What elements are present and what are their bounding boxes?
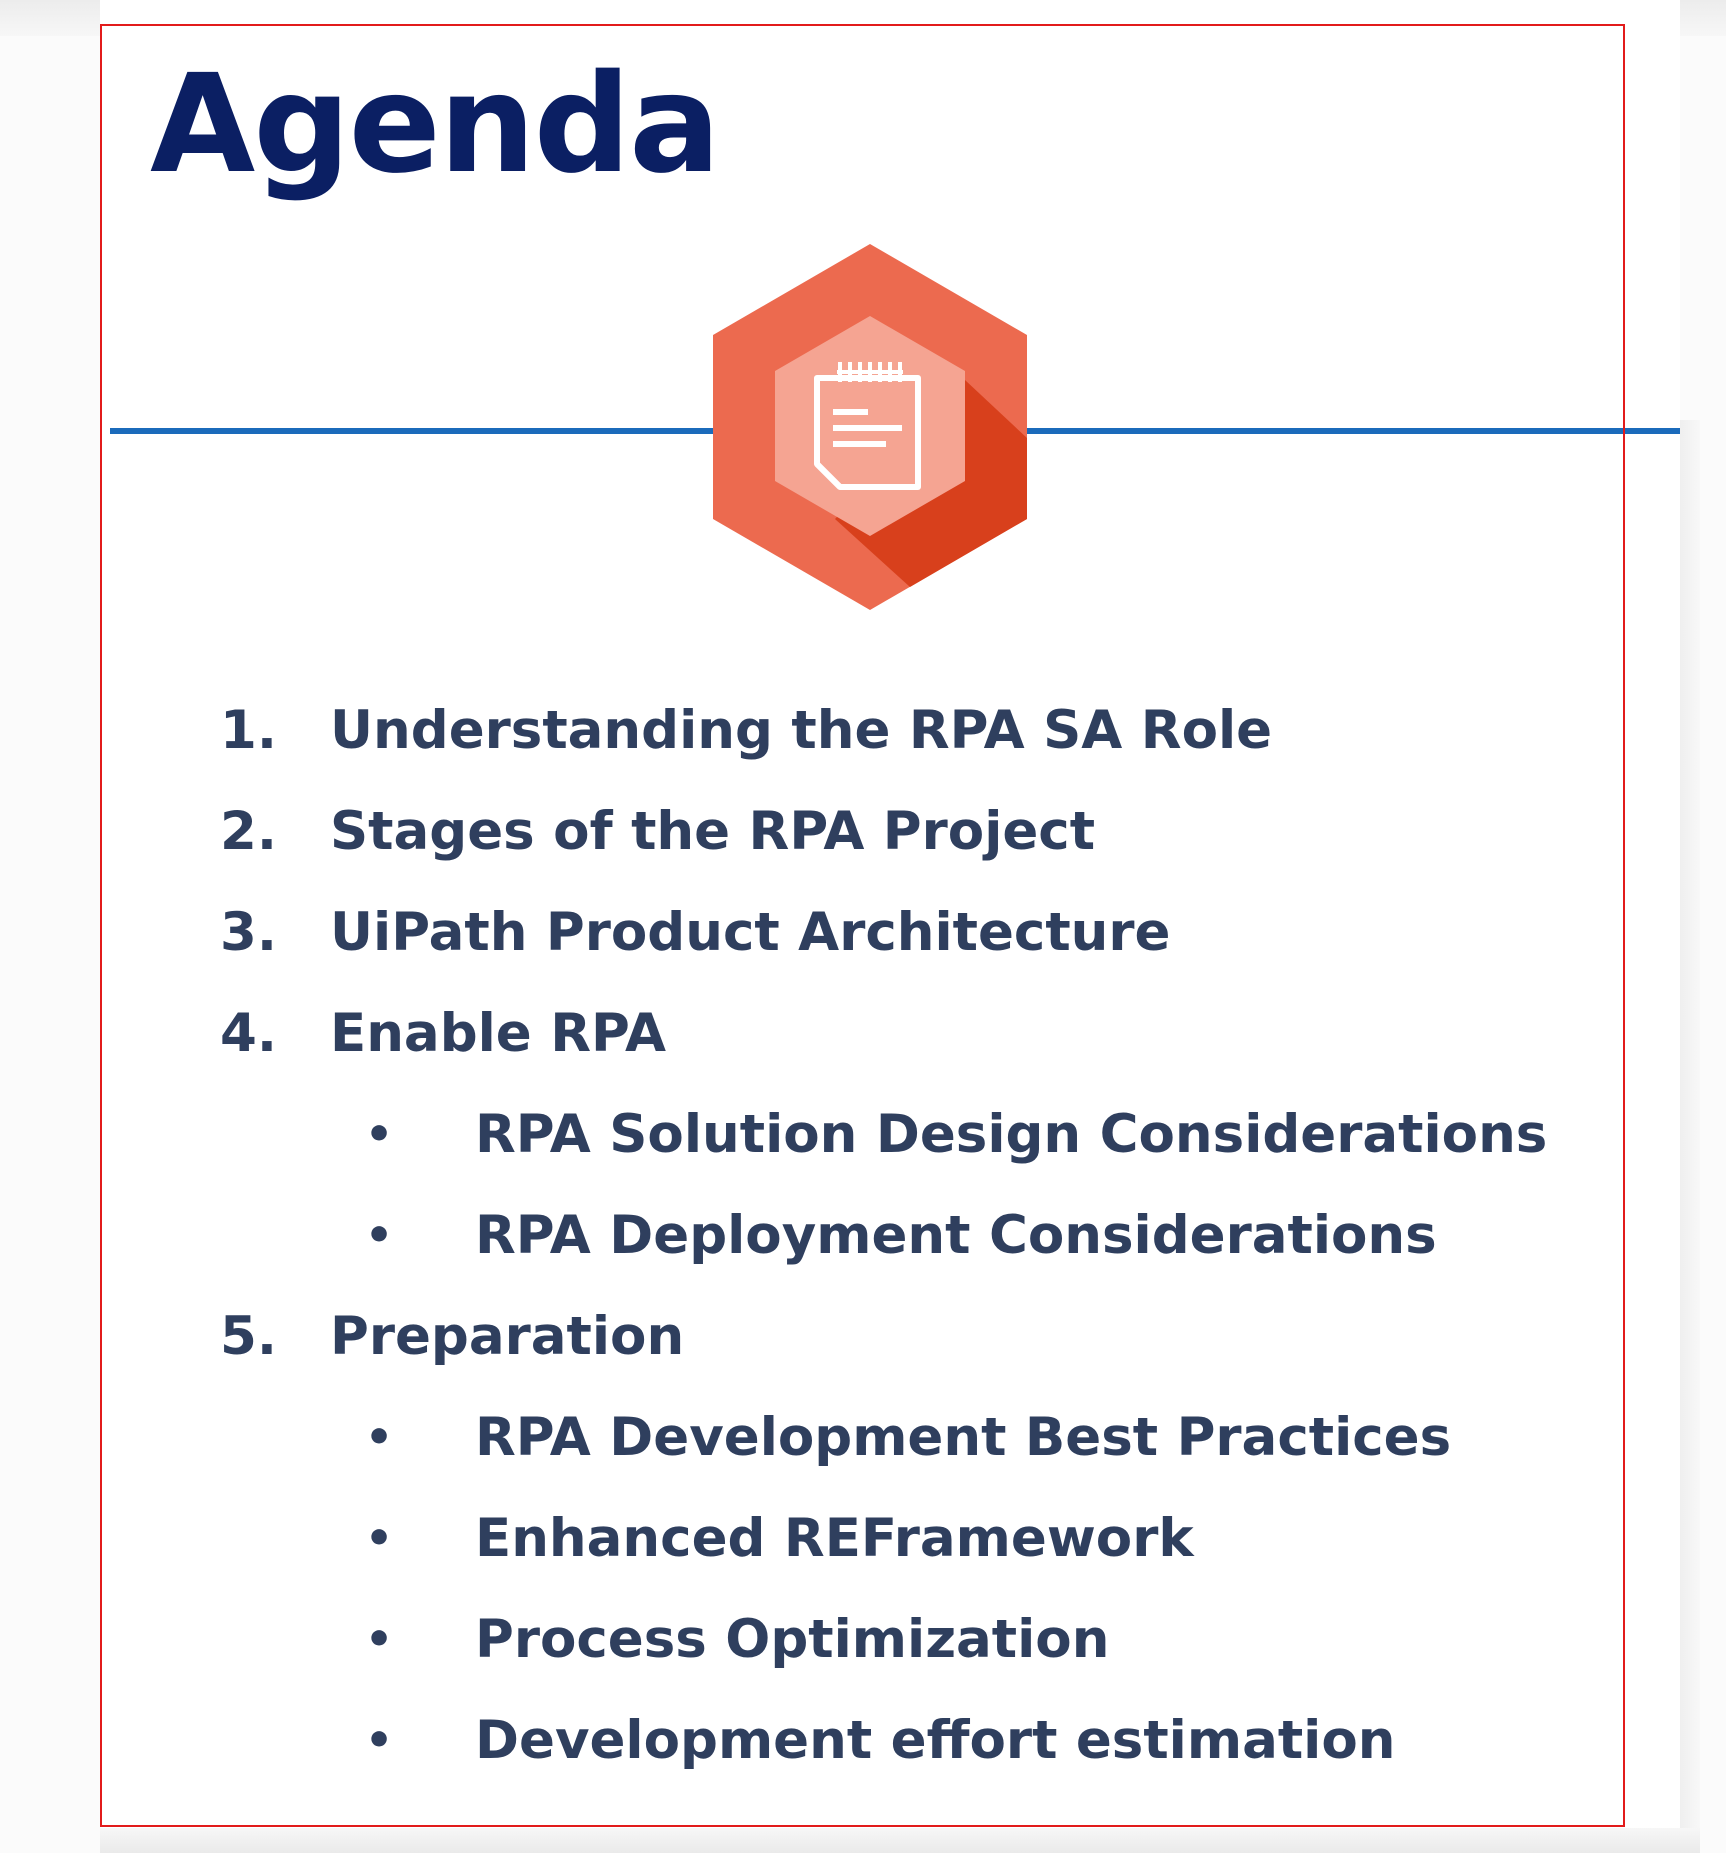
agenda-sublabel: RPA Solution Design Considerations — [475, 1104, 1548, 1165]
agenda-item-2: 2. Stages of the RPA Project — [220, 781, 1620, 882]
agenda-label: Understanding the RPA SA Role — [330, 700, 1273, 761]
agenda-subitem: • RPA Development Best Practices — [220, 1387, 1620, 1488]
agenda-subitem: • RPA Solution Design Considerations — [220, 1084, 1620, 1185]
bullet: • — [365, 1715, 394, 1766]
agenda-item-5: 5. Preparation — [220, 1286, 1620, 1387]
agenda-subitem: • Enhanced REFramework — [220, 1488, 1620, 1589]
agenda-label: Enable RPA — [330, 1003, 667, 1064]
page-title: Agenda — [150, 46, 721, 204]
agenda-subitem: • RPA Deployment Considerations — [220, 1185, 1620, 1286]
agenda-number: 1. — [220, 700, 278, 761]
bullet: • — [365, 1614, 394, 1665]
agenda-number: 4. — [220, 1003, 278, 1064]
agenda-sublabel: Enhanced REFramework — [475, 1508, 1194, 1569]
agenda-subitem: • Development effort estimation — [220, 1690, 1620, 1791]
agenda-number: 2. — [220, 801, 278, 862]
agenda-sublabel: Process Optimization — [475, 1609, 1110, 1670]
slide-bottom-shadow — [100, 1828, 1700, 1853]
bullet: • — [365, 1412, 394, 1463]
bullet: • — [365, 1210, 394, 1261]
agenda-label: UiPath Product Architecture — [330, 902, 1171, 963]
agenda-sublabel: RPA Development Best Practices — [475, 1407, 1452, 1468]
bullet: • — [365, 1109, 394, 1160]
agenda-number: 3. — [220, 902, 278, 963]
bullet: • — [365, 1513, 394, 1564]
agenda-sublabel: RPA Deployment Considerations — [475, 1205, 1437, 1266]
agenda-list: 1. Understanding the RPA SA Role 2. Stag… — [220, 680, 1620, 1791]
agenda-label: Preparation — [330, 1306, 685, 1367]
agenda-label: Stages of the RPA Project — [330, 801, 1096, 862]
agenda-sublabel: Development effort estimation — [475, 1710, 1396, 1771]
notepad-binding — [837, 362, 903, 382]
agenda-item-3: 3. UiPath Product Architecture — [220, 882, 1620, 983]
agenda-number: 5. — [220, 1306, 278, 1367]
agenda-item-1: 1. Understanding the RPA SA Role — [220, 680, 1620, 781]
notepad-icon — [713, 244, 1027, 610]
agenda-item-4: 4. Enable RPA — [220, 983, 1620, 1084]
agenda-subitem: • Process Optimization — [220, 1589, 1620, 1690]
slide-right-shadow — [1680, 420, 1700, 1853]
